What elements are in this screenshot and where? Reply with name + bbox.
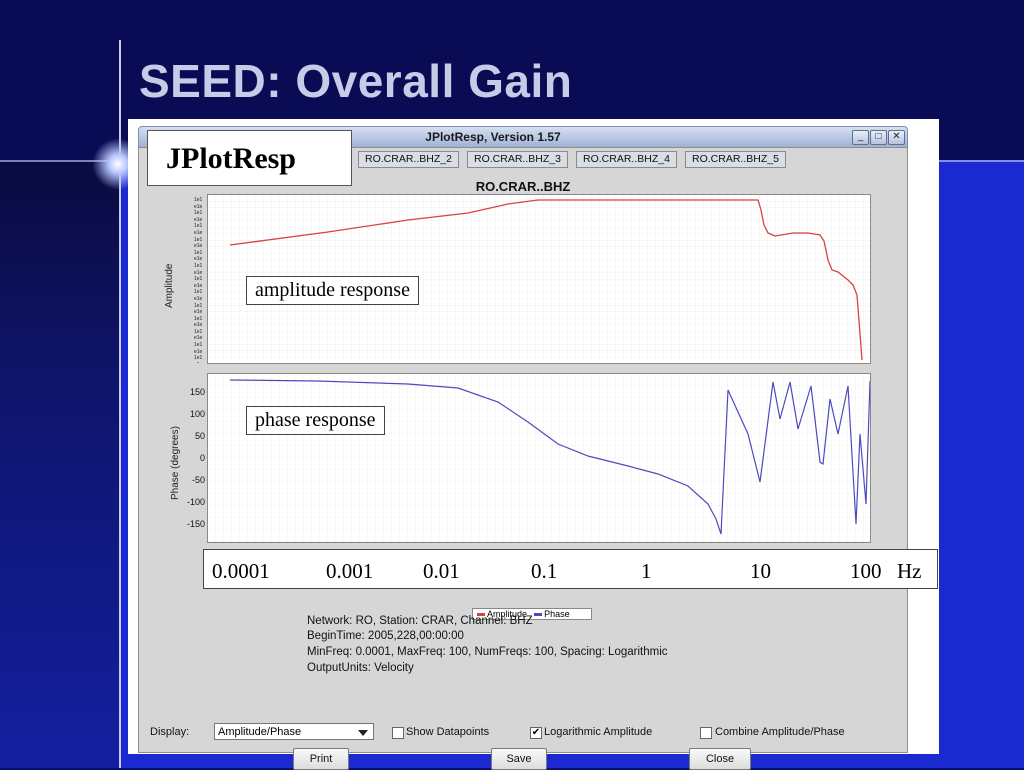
- maximize-button[interactable]: □: [870, 130, 887, 145]
- combine-label: Combine Amplitude/Phase: [715, 726, 845, 738]
- tab-bhz-2[interactable]: RO.CRAR..BHZ_2: [358, 151, 459, 168]
- tab-bhz-5[interactable]: RO.CRAR..BHZ_5: [685, 151, 786, 168]
- show-datapoints-label: Show Datapoints: [406, 726, 490, 738]
- log-amplitude-checkbox[interactable]: ✔: [530, 727, 542, 739]
- info-frequency: MinFreq: 0.0001, MaxFreq: 100, NumFreqs:…: [307, 646, 668, 658]
- close-button[interactable]: Close: [689, 748, 751, 770]
- amplitude-response-callout: amplitude response: [246, 276, 419, 305]
- freq-label-10: 10: [750, 559, 771, 583]
- frequency-axis-callout: 0.0001 0.001 0.01 0.1 1 10 100 Hz: [203, 549, 938, 589]
- display-select-value: Amplitude/Phase: [218, 726, 302, 738]
- info-output-units: OutputUnits: Velocity: [307, 662, 414, 674]
- slide-left-strip: [0, 160, 120, 768]
- phase-response-callout: phase response: [246, 406, 385, 435]
- save-button[interactable]: Save: [491, 748, 547, 770]
- legend-phase: Phase: [544, 609, 570, 619]
- tab-bhz-3[interactable]: RO.CRAR..BHZ_3: [467, 151, 568, 168]
- phase-ytick-minus100: -100: [186, 497, 205, 507]
- freq-label-0.1: 0.1: [531, 559, 558, 583]
- close-window-button[interactable]: ✕: [888, 130, 905, 145]
- jplotresp-window: JPlotResp, Version 1.57 _ □ ✕ RO.CRAR..B…: [128, 119, 939, 770]
- window-title: JPlotResp, Version 1.57: [425, 130, 561, 144]
- phase-plot: [207, 373, 871, 543]
- slide-title: SEED: Overall Gain: [139, 55, 573, 107]
- slide-divider-vertical: [119, 40, 121, 768]
- phase-plot-svg: [208, 374, 871, 542]
- print-button[interactable]: Print: [293, 748, 349, 770]
- phase-grid: [208, 374, 870, 542]
- freq-label-0.01: 0.01: [423, 559, 460, 583]
- freq-label-0.001: 0.001: [326, 559, 374, 583]
- phase-ytick-50: 50: [194, 431, 205, 441]
- phase-ytick-minus50: -50: [191, 475, 205, 485]
- display-label: Display:: [150, 726, 190, 738]
- legend-amplitude-swatch: [477, 613, 485, 617]
- freq-unit-label: Hz: [897, 559, 922, 583]
- show-datapoints-checkbox[interactable]: [392, 727, 404, 739]
- legend: Amplitude Phase: [472, 608, 592, 620]
- legend-amplitude: Amplitude: [487, 609, 528, 619]
- amplitude-ytick-stack: 1e1e1e1e1e1e1e1e1e1e1e1e1e1e1e1e1e1e1e1e…: [194, 197, 208, 363]
- phase-ytick-100: 100: [189, 409, 205, 419]
- jplotresp-callout: JPlotResp: [147, 130, 352, 186]
- window-content: RO.CRAR..BHZ_2 RO.CRAR..BHZ_3 RO.CRAR..B…: [138, 147, 908, 770]
- display-select[interactable]: Amplitude/Phase: [214, 723, 374, 740]
- amplitude-curve: [229, 199, 863, 361]
- log-amplitude-label: Logarithmic Amplitude: [544, 726, 653, 738]
- freq-label-1: 1: [641, 559, 652, 583]
- freq-label-100: 100: [850, 559, 882, 583]
- minimize-button[interactable]: _: [852, 130, 869, 145]
- phase-ytick-minus150: -150: [186, 519, 205, 529]
- amplitude-ylabel: Amplitude: [164, 263, 175, 308]
- amplitude-ytick-glyphs: 1e1e1e1e1e1e1e1e1e1e1e1e1e1e1e1e1e1e1e1e…: [194, 197, 203, 363]
- combine-checkbox[interactable]: [700, 727, 712, 739]
- info-begin-time: BeginTime: 2005,228,00:00:00: [307, 630, 464, 642]
- freq-label-0.0001: 0.0001: [212, 559, 270, 583]
- phase-curve: [229, 379, 871, 535]
- chart-title: RO.CRAR..BHZ: [475, 179, 571, 194]
- phase-ytick-150: 150: [189, 387, 205, 397]
- phase-ytick-0: 0: [199, 453, 205, 463]
- legend-phase-swatch: [533, 613, 542, 617]
- chevron-down-icon: [358, 730, 368, 736]
- tab-bhz-4[interactable]: RO.CRAR..BHZ_4: [576, 151, 677, 168]
- info-network: Network: RO, Station: CRAR, Channel: BHZ: [307, 615, 533, 627]
